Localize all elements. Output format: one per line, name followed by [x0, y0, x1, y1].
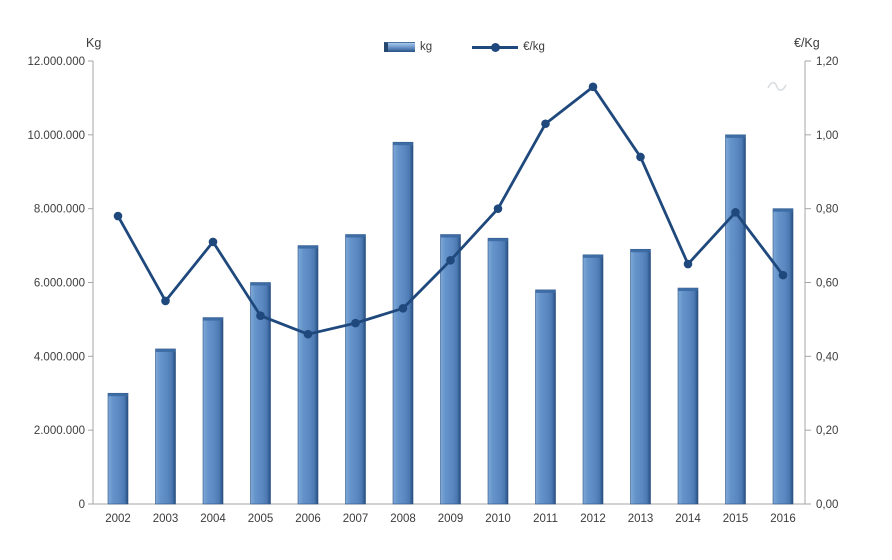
- legend-label-kg: kg: [420, 41, 433, 53]
- bar-2006: [297, 245, 319, 505]
- bar-cap-2015: [725, 134, 746, 138]
- x-axis-label-2012: 2012: [580, 513, 606, 525]
- bar-2011: [535, 289, 556, 505]
- right-axis-tick-label: 0,80: [816, 204, 838, 216]
- price-point-2009: [446, 256, 455, 265]
- bar-cap-2013: [630, 249, 651, 253]
- bar-2010: [487, 237, 509, 505]
- x-axis-label-2015: 2015: [723, 513, 749, 525]
- bar-cap-2014: [678, 288, 698, 292]
- left-axis-tick-label: 0: [79, 499, 85, 511]
- price-point-2002: [113, 211, 123, 221]
- bar-cap-2005: [250, 282, 271, 286]
- bar-2012: [582, 254, 604, 505]
- left-axis-tick-label: 6.000.000: [34, 278, 85, 290]
- bar-2004: [202, 317, 224, 505]
- x-axis-label-2004: 2004: [200, 513, 226, 525]
- x-axis-label-2016: 2016: [770, 513, 796, 525]
- bar-cap-2008: [393, 142, 413, 146]
- right-axis-tick-label: 0,60: [816, 278, 838, 290]
- line-marker-icon: [490, 42, 500, 52]
- legend-item-kg: kg: [384, 41, 432, 53]
- bar-2007: [345, 234, 366, 505]
- price-point-2007: [351, 318, 360, 328]
- left-axis-tick-label: 4.000.000: [34, 351, 85, 363]
- left-axis-tick-label: 10.000.000: [27, 130, 85, 142]
- bar-cap-2002: [108, 393, 128, 397]
- right-axis-tick-label: 0,40: [816, 351, 838, 363]
- left-axis-tick-label: 12.000.000: [27, 56, 85, 68]
- price-point-2004: [208, 237, 218, 247]
- price-point-2006: [303, 329, 313, 339]
- right-axis-title: €/Kg: [794, 36, 820, 50]
- price-point-2013: [636, 152, 645, 162]
- line-swatch-icon: [472, 42, 519, 52]
- price-point-2016: [778, 270, 788, 280]
- bar-2016: [772, 208, 794, 505]
- x-axis-label-2002: 2002: [105, 513, 131, 525]
- bar-2013: [630, 248, 651, 505]
- bar-cap-2003: [155, 348, 176, 352]
- x-axis-label-2008: 2008: [390, 513, 416, 525]
- bar-cap-2012: [583, 254, 603, 258]
- x-axis-label-2010: 2010: [485, 513, 511, 525]
- bar-2015: [725, 134, 746, 505]
- bar-cap-2011: [535, 289, 556, 293]
- price-point-2008: [398, 304, 408, 313]
- x-axis-label-2009: 2009: [438, 513, 464, 525]
- bar-cap-2010: [488, 238, 508, 242]
- x-axis-label-2007: 2007: [343, 513, 369, 525]
- x-axis-label-2005: 2005: [248, 513, 274, 525]
- legend-label-eur-per-kg: €/kg: [523, 41, 545, 53]
- bar-cap-2004: [203, 317, 223, 321]
- x-axis-label-2006: 2006: [295, 513, 321, 525]
- bar-cap-2016: [773, 208, 793, 212]
- bar-cap-2007: [345, 234, 366, 238]
- x-axis-label-2011: 2011: [533, 513, 558, 525]
- price-point-2011: [541, 119, 550, 129]
- x-axis-label-2003: 2003: [153, 513, 179, 525]
- right-axis-tick-label: 0,00: [816, 499, 838, 511]
- left-axis-tick-label: 8.000.000: [34, 204, 85, 216]
- x-axis-label-2013: 2013: [628, 513, 654, 525]
- price-point-2015: [731, 208, 740, 217]
- bar-cap-2009: [440, 234, 461, 238]
- bar-2002: [107, 392, 129, 505]
- x-axis-label-2014: 2014: [675, 513, 701, 525]
- right-axis-tick-label: 0,20: [816, 425, 838, 437]
- bar-swatch-icon: [384, 42, 415, 52]
- bar-2014: [677, 287, 699, 505]
- price-point-2005: [256, 311, 265, 321]
- price-point-2012: [588, 82, 598, 92]
- price-point-2003: [161, 296, 170, 306]
- watermark-squiggle: [767, 81, 787, 91]
- left-axis-title: Kg: [86, 36, 102, 50]
- bar-cap-2006: [298, 245, 318, 249]
- price-point-2014: [683, 259, 693, 269]
- bar-2003: [155, 348, 176, 505]
- price-point-2010: [493, 204, 503, 213]
- right-axis-tick-label: 1,20: [816, 56, 838, 68]
- bar-2009: [440, 234, 461, 505]
- legend-item-eur-per-kg: €/kg: [472, 41, 545, 53]
- left-axis-tick-label: 2.000.000: [34, 425, 85, 437]
- right-axis-tick-label: 1,00: [816, 130, 838, 142]
- legend: kg €/kg: [384, 41, 545, 53]
- bar-2008: [392, 141, 414, 505]
